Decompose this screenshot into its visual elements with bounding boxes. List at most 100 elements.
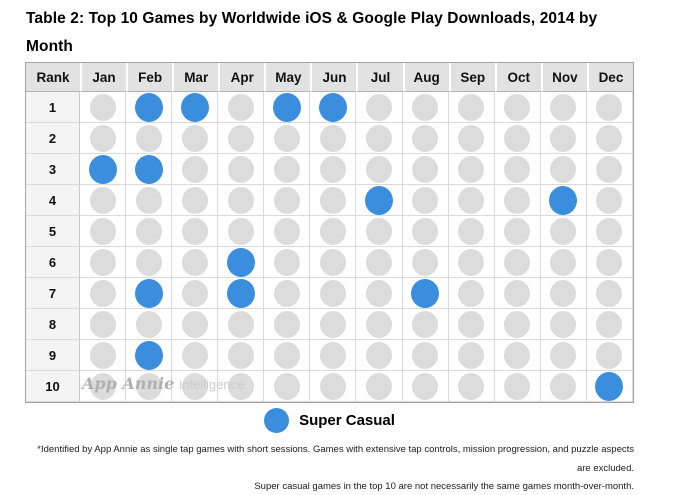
super-casual-dot <box>134 92 163 122</box>
game-dot <box>504 186 531 214</box>
cell-rank3-nov <box>540 154 587 185</box>
game-dot <box>273 372 300 400</box>
game-dot <box>89 372 116 400</box>
game-dot <box>550 155 577 183</box>
cell-rank7-jul <box>356 278 403 309</box>
column-header-nov: Nov <box>540 63 587 92</box>
game-dot <box>89 279 116 307</box>
cell-rank6-may <box>264 247 311 278</box>
cell-rank8-jan <box>80 309 127 340</box>
cell-rank9-jul <box>356 340 403 371</box>
game-dot <box>181 217 208 245</box>
game-dot <box>227 341 254 369</box>
game-dot <box>412 372 439 400</box>
game-dot <box>181 124 208 152</box>
cell-rank8-oct <box>494 309 541 340</box>
game-dot <box>550 310 577 338</box>
game-dot <box>596 248 623 276</box>
footnotes: *Identified by App Annie as single tap g… <box>25 441 634 495</box>
game-dot <box>458 310 485 338</box>
cell-rank5-oct <box>494 216 541 247</box>
game-dot <box>504 248 531 276</box>
cell-rank4-sep <box>448 185 495 216</box>
game-dot <box>412 217 439 245</box>
game-dot <box>504 155 531 183</box>
cell-rank7-nov <box>540 278 587 309</box>
super-casual-dot <box>595 371 624 401</box>
cell-rank5-jul <box>356 216 403 247</box>
cell-rank10-jun <box>310 371 357 402</box>
column-header-jun: Jun <box>310 63 357 92</box>
super-casual-dot <box>272 92 301 122</box>
cell-rank2-jan <box>80 123 127 154</box>
super-casual-dot <box>365 185 394 215</box>
cell-rank7-mar <box>172 278 219 309</box>
game-dot <box>550 248 577 276</box>
game-dot <box>366 248 393 276</box>
cell-rank5-feb <box>126 216 173 247</box>
cell-rank8-may <box>264 309 311 340</box>
game-dot <box>181 279 208 307</box>
game-dot <box>596 93 623 121</box>
game-dot <box>366 155 393 183</box>
game-dot <box>319 341 346 369</box>
game-dot <box>366 93 393 121</box>
game-dot <box>366 341 393 369</box>
cell-rank8-jul <box>356 309 403 340</box>
game-dot <box>89 310 116 338</box>
cell-rank8-aug <box>402 309 449 340</box>
super-casual-dot <box>134 340 163 370</box>
cell-rank4-jul <box>356 185 403 216</box>
cell-rank4-feb <box>126 185 173 216</box>
game-dot <box>273 155 300 183</box>
cell-rank9-nov <box>540 340 587 371</box>
game-dot <box>89 93 116 121</box>
cell-rank8-jun <box>310 309 357 340</box>
game-dot <box>458 248 485 276</box>
cell-rank2-mar <box>172 123 219 154</box>
cell-rank5-sep <box>448 216 495 247</box>
cell-rank5-apr <box>218 216 265 247</box>
cell-rank3-dec <box>586 154 633 185</box>
game-dot <box>458 279 485 307</box>
game-dot <box>504 372 531 400</box>
game-dot <box>319 372 346 400</box>
cell-rank1-feb <box>126 92 173 123</box>
column-header-feb: Feb <box>126 63 173 92</box>
cell-rank5-aug <box>402 216 449 247</box>
super-casual-dot <box>226 278 255 308</box>
cell-rank2-aug <box>402 123 449 154</box>
game-dot <box>458 217 485 245</box>
game-dot <box>273 310 300 338</box>
game-dot <box>227 155 254 183</box>
cell-rank4-nov <box>540 185 587 216</box>
cell-rank10-mar <box>172 371 219 402</box>
cell-rank1-oct <box>494 92 541 123</box>
cell-rank2-jul <box>356 123 403 154</box>
game-dot <box>366 124 393 152</box>
game-dot <box>319 310 346 338</box>
game-dot <box>550 372 577 400</box>
game-dot <box>135 248 162 276</box>
column-header-may: May <box>264 63 311 92</box>
super-casual-dot <box>318 92 347 122</box>
game-dot <box>135 124 162 152</box>
game-dot <box>227 310 254 338</box>
game-dot <box>412 155 439 183</box>
game-dot <box>458 186 485 214</box>
cell-rank9-feb <box>126 340 173 371</box>
cell-rank1-mar <box>172 92 219 123</box>
super-casual-dot <box>134 154 163 184</box>
cell-rank10-dec <box>586 371 633 402</box>
super-casual-dot <box>549 185 578 215</box>
cell-rank4-jun <box>310 185 357 216</box>
cell-rank2-sep <box>448 123 495 154</box>
game-dot <box>366 217 393 245</box>
game-dot <box>273 217 300 245</box>
cell-rank6-sep <box>448 247 495 278</box>
cell-rank8-feb <box>126 309 173 340</box>
game-dot <box>319 186 346 214</box>
cell-rank9-may <box>264 340 311 371</box>
game-dot <box>89 124 116 152</box>
